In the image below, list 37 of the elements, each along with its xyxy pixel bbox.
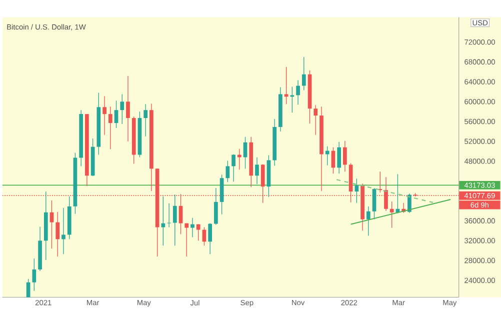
candlestick [296,80,300,106]
candlestick [290,86,294,114]
candlestick [337,142,342,174]
candlestick [243,136,248,170]
candlestick [202,227,206,246]
candlestick [208,223,212,255]
candlestick [237,148,242,170]
candlestick [32,258,36,292]
candlestick [108,106,112,150]
candlestick [161,196,166,246]
candlestick [226,160,230,183]
candlestick [184,223,189,258]
candlestick [56,212,60,258]
candlestick [167,203,171,228]
candlestick [284,66,288,105]
candlestick [220,174,224,215]
candlestick [126,76,130,142]
candlestick [196,224,200,242]
candlestick [354,178,359,204]
candlestick [172,194,177,246]
candlestick [50,200,54,250]
candlestick [390,201,394,228]
candlestick [372,188,376,220]
candlestick [120,94,124,125]
candlestick [102,96,106,136]
candlestick [314,105,318,136]
candlestick [302,56,306,91]
candlestick [232,154,236,182]
candlestick [144,104,148,137]
candlestick [325,146,330,166]
candlestick [343,140,347,172]
candlestick [255,157,259,185]
candlestick [114,100,118,129]
candlestick [62,208,66,255]
candlestick [366,206,370,236]
candlestick [214,188,218,226]
candlestick [190,218,194,238]
